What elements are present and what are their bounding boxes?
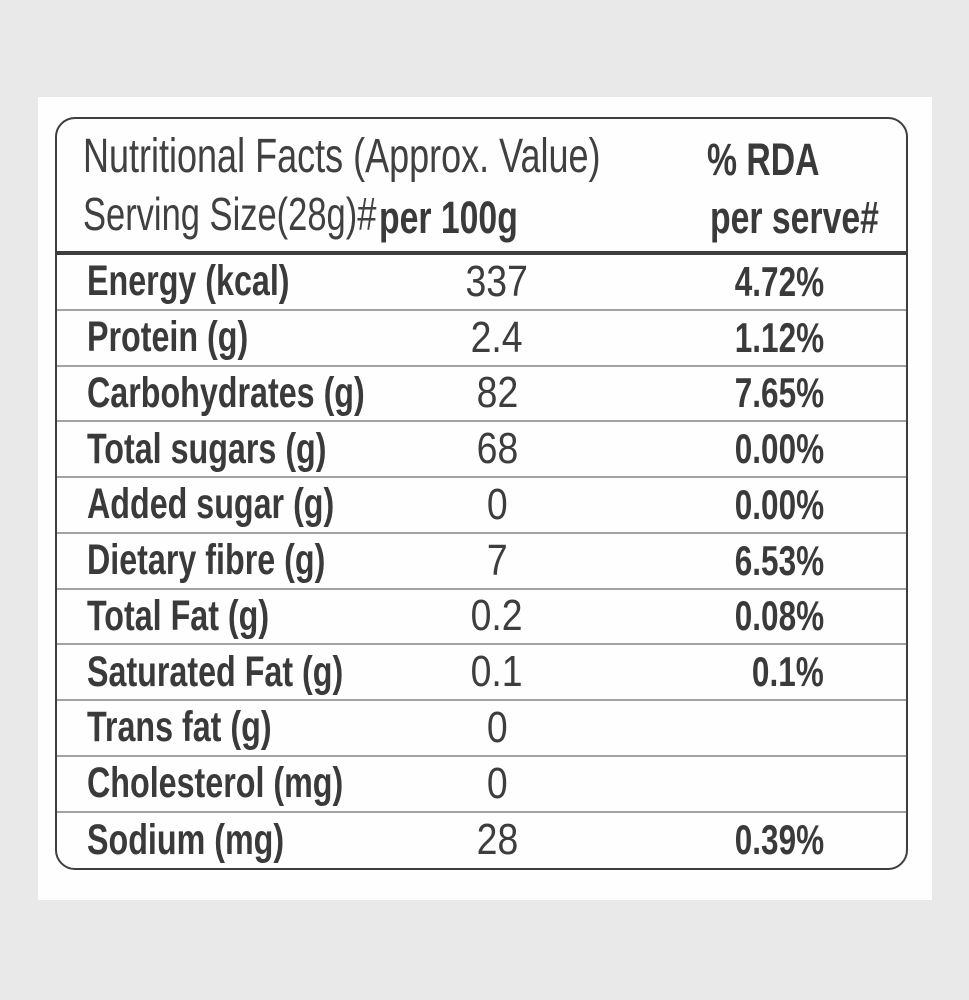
table-row-sodium: Sodium (mg) 28 0.39% (57, 813, 906, 869)
serving-size-label: Serving Size(28g)# (83, 188, 377, 240)
per-100g-value: 0 (486, 758, 508, 808)
per-100g-value: 0.1 (470, 647, 523, 697)
nutrition-label-panel: Nutritional Facts (Approx. Value) % RDA … (38, 97, 932, 900)
table-row-saturated-fat: Saturated Fat (g) 0.1 0.1% (57, 645, 906, 701)
rda-per-serve-value (592, 707, 824, 749)
nutrient-label: Trans fat (g) (87, 703, 272, 752)
nutrient-label: Total sugars (g) (87, 424, 327, 473)
table-row-added-sugar: Added sugar (g) 0 0.00% (57, 478, 906, 534)
nutrient-label: Total Fat (g) (87, 591, 270, 640)
table-row-energy: Energy (kcal) 337 4.72% (57, 255, 906, 311)
rda-per-serve-value: 0.00% (734, 425, 824, 473)
nutrient-label: Sodium (mg) (87, 815, 285, 864)
table-header: Nutritional Facts (Approx. Value) % RDA … (57, 119, 906, 255)
table-title: Nutritional Facts (Approx. Value) (83, 130, 601, 183)
nutrient-label: Cholesterol (mg) (87, 759, 344, 808)
nutrient-label: Protein (g) (87, 313, 249, 362)
table-row-trans-fat: Trans fat (g) 0 (57, 701, 906, 757)
table-row-cholesterol: Cholesterol (mg) 0 (57, 757, 906, 813)
nutrient-label: Saturated Fat (g) (87, 647, 344, 696)
rda-per-serve-value: 1.12% (734, 313, 824, 361)
rda-per-serve-value: 0.39% (734, 816, 824, 864)
rda-per-serve-value: 4.72% (734, 257, 824, 305)
table-row-total-fat: Total Fat (g) 0.2 0.08% (57, 590, 906, 646)
nutrient-label: Energy (kcal) (87, 257, 290, 306)
rda-per-serve-value: 0.1% (752, 648, 824, 696)
col-header-per-serve: per serve# (710, 192, 879, 243)
rda-per-serve-value: 0.00% (734, 480, 824, 528)
col-header-rda: % RDA (707, 134, 820, 185)
per-100g-value: 0 (486, 479, 508, 529)
table-row-protein: Protein (g) 2.4 1.12% (57, 311, 906, 367)
nutrition-facts-table: Nutritional Facts (Approx. Value) % RDA … (55, 117, 908, 870)
col-header-per-100g: per 100g (379, 192, 518, 243)
per-100g-value: 0 (486, 702, 508, 752)
per-100g-value: 337 (465, 256, 529, 306)
per-100g-value: 68 (476, 424, 518, 474)
nutrient-label: Added sugar (g) (87, 480, 335, 529)
rda-per-serve-value (592, 763, 824, 805)
rda-per-serve-value: 7.65% (734, 369, 824, 417)
per-100g-value: 82 (476, 368, 518, 418)
rda-per-serve-value: 6.53% (734, 536, 824, 584)
table-row-dietary-fibre: Dietary fibre (g) 7 6.53% (57, 534, 906, 590)
rda-per-serve-value: 0.08% (734, 592, 824, 640)
per-100g-value: 28 (476, 815, 518, 865)
per-100g-value: 2.4 (470, 312, 523, 362)
per-100g-value: 7 (486, 535, 508, 585)
per-100g-value: 0.2 (470, 591, 523, 641)
nutrient-label: Dietary fibre (g) (87, 536, 326, 585)
table-row-total-sugars: Total sugars (g) 68 0.00% (57, 422, 906, 478)
nutrient-label: Carbohydrates (g) (87, 368, 365, 417)
table-row-carbohydrates: Carbohydrates (g) 82 7.65% (57, 367, 906, 423)
